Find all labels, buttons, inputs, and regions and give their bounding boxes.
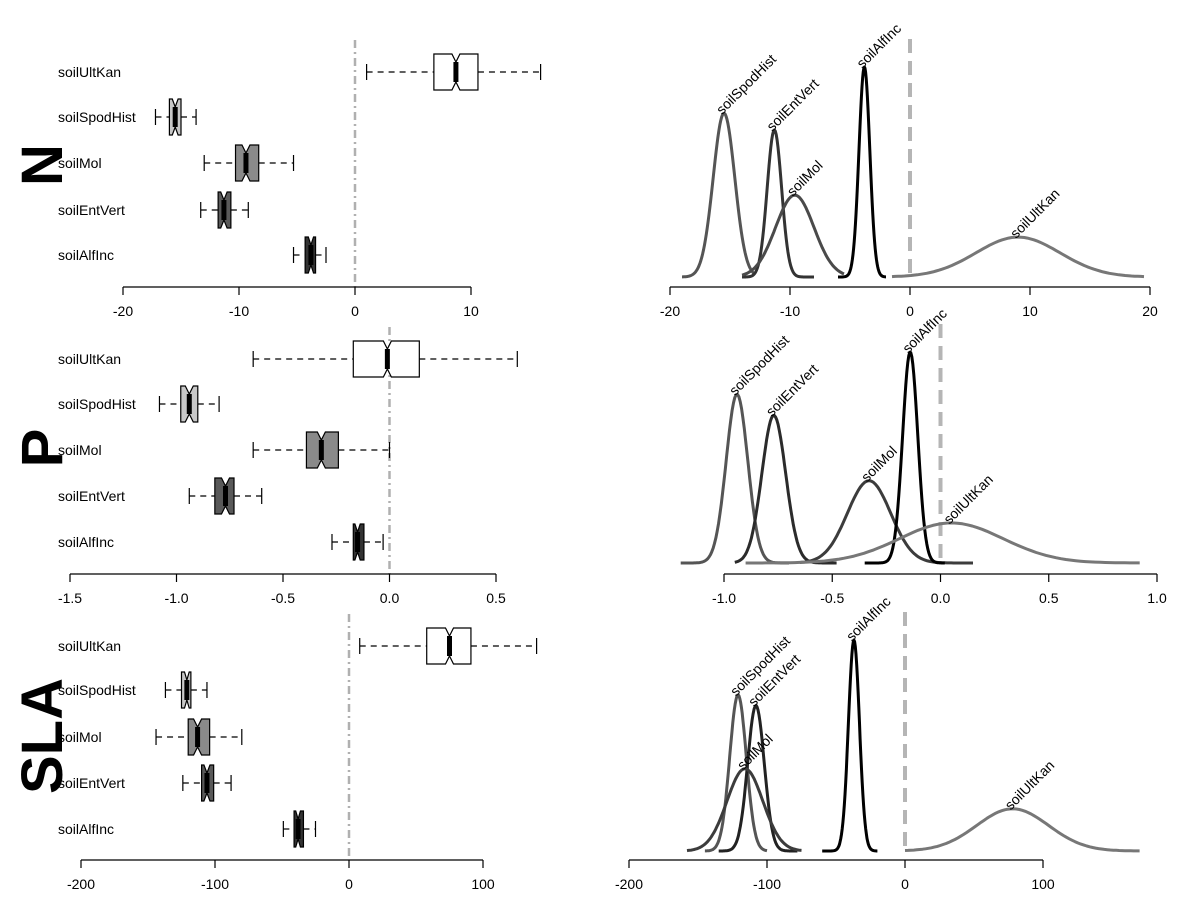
series-label: soilEntVert — [763, 75, 822, 134]
row-label: P — [10, 429, 75, 468]
x-tick-label: 0 — [906, 303, 914, 319]
density-line-soilEntVert — [718, 703, 798, 853]
x-tick-label: -10 — [229, 303, 249, 319]
x-tick-label: 10 — [463, 303, 479, 319]
density-line-soilEntVert — [741, 128, 815, 279]
row-label: N — [10, 144, 75, 186]
category-label: soilAlfInc — [58, 821, 114, 837]
x-tick-label: 1.0 — [1147, 590, 1167, 606]
x-tick-label: -0.5 — [271, 590, 295, 606]
density-line-soilUltKan — [904, 807, 1140, 853]
x-tick-label: 0.5 — [1039, 590, 1059, 606]
series-label: soilMol — [784, 157, 826, 199]
x-tick-label: -10 — [780, 303, 800, 319]
x-tick-label: 0.0 — [931, 590, 951, 606]
density-line-soilAlfInc — [821, 638, 879, 853]
x-tick-label: 0 — [351, 303, 359, 319]
series-label: soilUltKan — [1007, 185, 1063, 241]
row-label: SLA — [10, 678, 75, 794]
category-label: soilUltKan — [58, 64, 121, 80]
density-line-soilUltKan — [891, 235, 1145, 279]
x-tick-label: -1.5 — [58, 590, 82, 606]
density-panel: soilSpodHistsoilEntVertsoilMolsoilAlfInc… — [680, 305, 1167, 606]
density-line-soilSpodHist — [704, 693, 768, 853]
x-tick-label: 0.0 — [380, 590, 400, 606]
series-label: soilUltKan — [1001, 757, 1057, 813]
category-label: soilUltKan — [58, 638, 121, 654]
density-line-soilEntVert — [734, 413, 837, 565]
boxplot-panel: soilUltKan soilSpodHist soilMol soilEntVert… — [58, 327, 518, 606]
x-tick-label: 10 — [1022, 303, 1038, 319]
series-label: soilSpodHist — [713, 51, 779, 117]
category-label: soilEntVert — [58, 202, 125, 218]
category-label: soilSpodHist — [58, 682, 136, 698]
density-panel: soilSpodHistsoilEntVertsoilMolsoilAlfInc… — [615, 593, 1140, 892]
density-line-soilSpodHist — [681, 111, 755, 279]
category-label: soilEntVert — [58, 775, 125, 791]
density-line-soilUltKan — [745, 521, 1140, 565]
boxplot-panel: soilUltKan soilSpodHist soilMol soilEntVert… — [58, 40, 542, 319]
x-tick-label: 100 — [471, 876, 495, 892]
density-line-soilSpodHist — [680, 392, 790, 565]
category-label: soilMol — [58, 729, 102, 745]
density-line-soilAlfInc — [837, 65, 887, 279]
x-tick-label: -100 — [753, 876, 781, 892]
x-tick-label: 0.5 — [486, 590, 506, 606]
x-tick-label: -1.0 — [164, 590, 188, 606]
density-line-soilAlfInc — [864, 350, 946, 565]
x-tick-label: -20 — [113, 303, 133, 319]
category-label: soilMol — [58, 442, 102, 458]
x-tick-label: 100 — [1031, 876, 1055, 892]
density-line-soilMol — [686, 767, 802, 853]
series-label: soilUltKan — [940, 471, 996, 527]
x-tick-label: 20 — [1142, 303, 1158, 319]
row-labels: N P SLA — [10, 144, 75, 794]
x-tick-label: -100 — [201, 876, 229, 892]
category-label: soilUltKan — [58, 351, 121, 367]
series-label: soilEntVert — [763, 361, 822, 420]
category-label: soilAlfInc — [58, 534, 114, 550]
category-label: soilSpodHist — [58, 109, 136, 125]
x-tick-label: 0 — [345, 876, 353, 892]
boxplot-panel: soilUltKan soilSpodHist soilMol soilEntVert… — [58, 614, 538, 892]
x-tick-label: -200 — [615, 876, 643, 892]
category-label: soilSpodHist — [58, 396, 136, 412]
series-label: soilAlfInc — [853, 20, 904, 71]
category-label: soilEntVert — [58, 488, 125, 504]
x-tick-label: 0 — [901, 876, 909, 892]
x-tick-label: -0.5 — [820, 590, 844, 606]
series-label: soilMol — [734, 731, 776, 773]
x-tick-label: -200 — [67, 876, 95, 892]
series-label: soilMol — [858, 443, 900, 485]
category-label: soilMol — [58, 155, 102, 171]
chart-panels: soilUltKansoilSpodHistsoilMolsoilEntVert… — [58, 20, 1167, 892]
series-label: soilAlfInc — [843, 593, 894, 644]
x-tick-label: -20 — [660, 303, 680, 319]
category-label: soilAlfInc — [58, 247, 114, 263]
density-line-soilMol — [741, 193, 845, 277]
x-tick-label: -1.0 — [712, 590, 736, 606]
